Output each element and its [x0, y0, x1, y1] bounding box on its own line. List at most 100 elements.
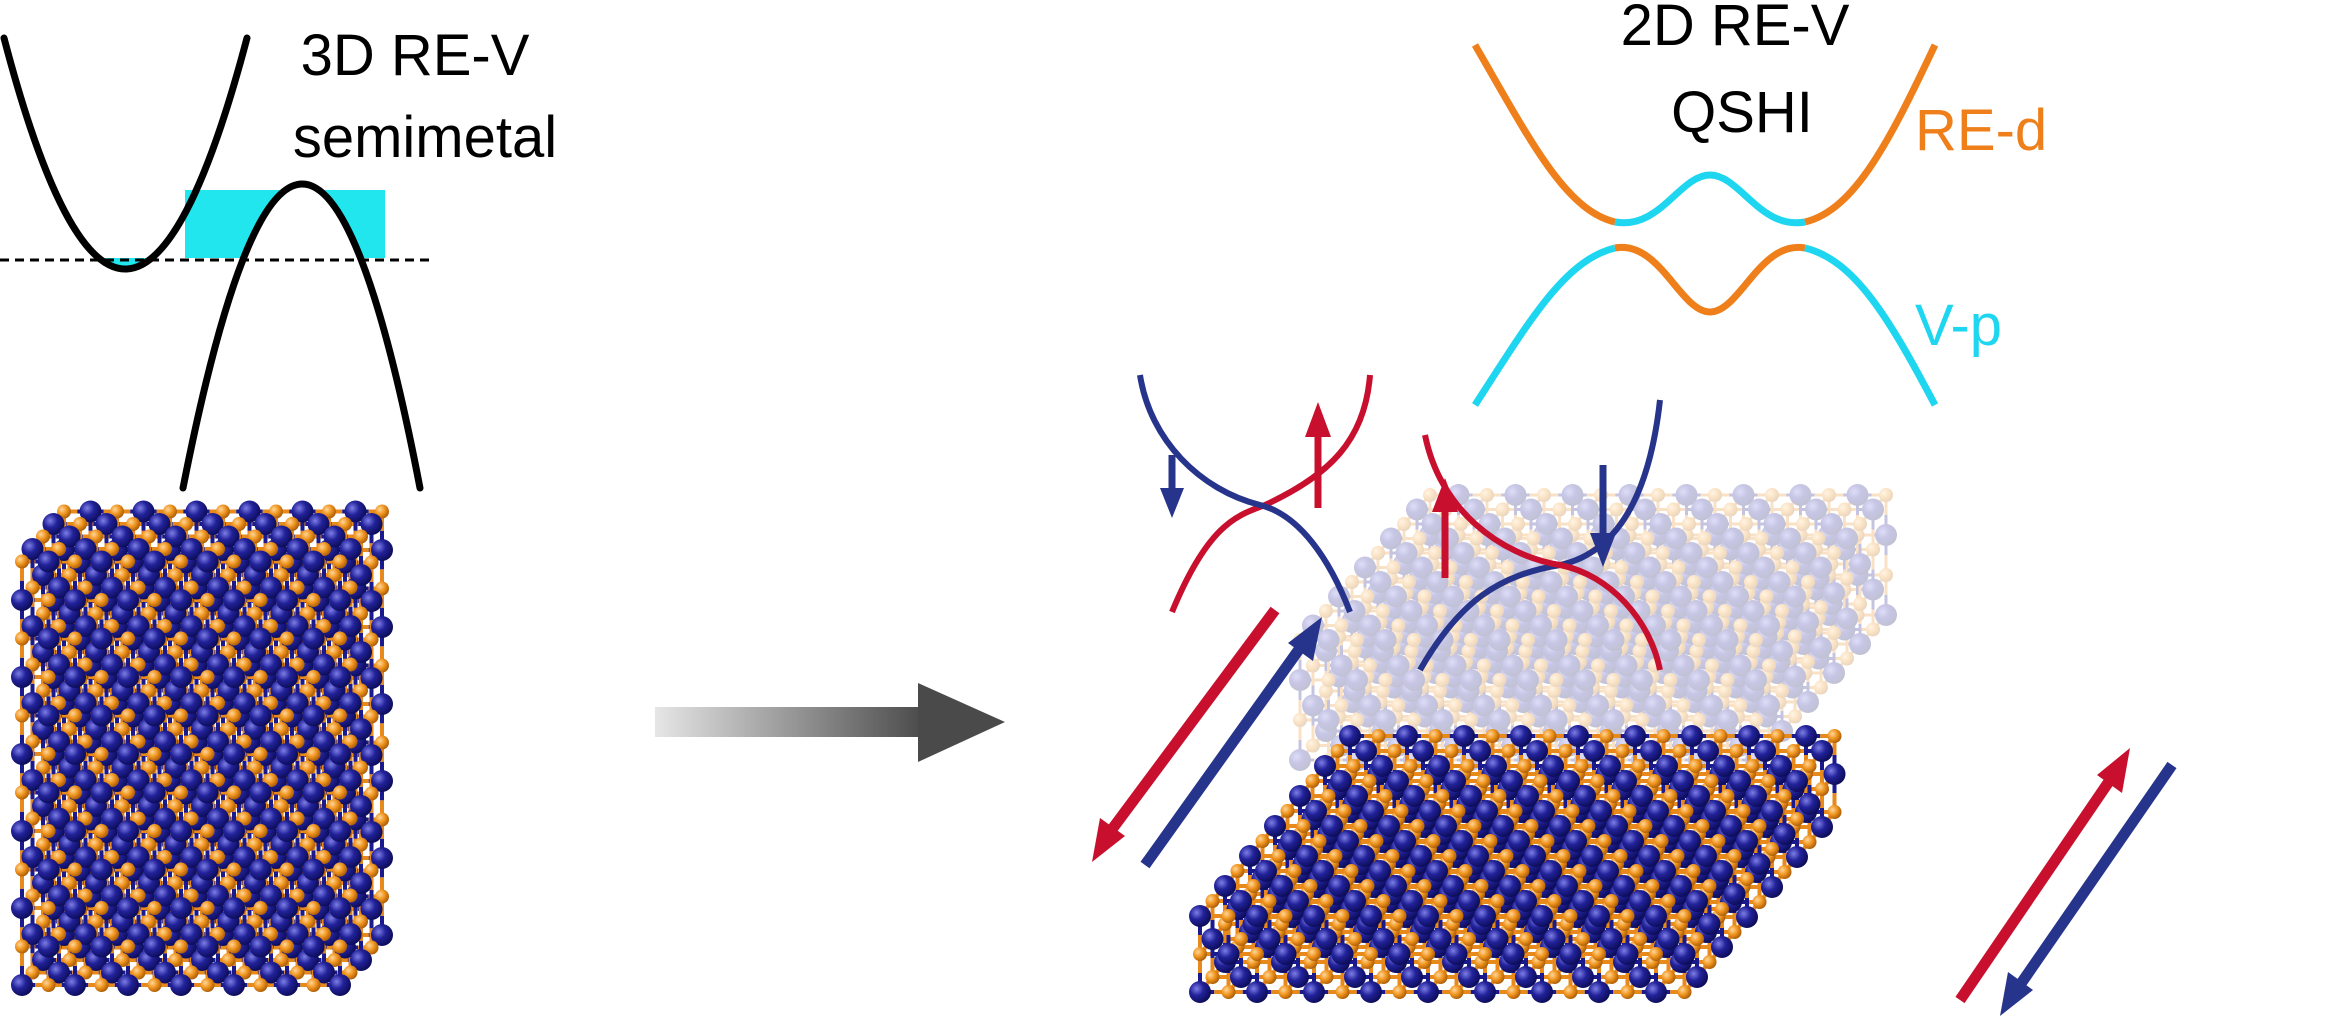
- v-atom: [1488, 709, 1511, 731]
- v-atom: [233, 538, 256, 560]
- re-atom: [105, 927, 119, 941]
- v-atom: [291, 500, 314, 523]
- re-atom: [1688, 759, 1703, 773]
- re-atom: [78, 965, 93, 980]
- re-atom: [25, 965, 40, 980]
- v-atom: [302, 550, 325, 573]
- re-atom: [1574, 759, 1589, 773]
- v-atom: [21, 538, 44, 560]
- v-atom: [1583, 740, 1605, 762]
- re-atom: [1385, 849, 1400, 863]
- v-atom: [1763, 513, 1786, 535]
- re-atom: [1853, 517, 1867, 531]
- v-atom: [196, 550, 219, 573]
- re-atom: [1347, 644, 1362, 658]
- re-atom: [1651, 488, 1665, 502]
- re-atom: [1562, 698, 1577, 713]
- v-atom: [360, 821, 383, 843]
- v-atom: [64, 666, 86, 688]
- v-atom: [1615, 654, 1638, 677]
- re-atom: [200, 593, 215, 607]
- v-atom: [1588, 905, 1610, 927]
- v-atom: [1429, 928, 1452, 950]
- v-atom: [74, 846, 97, 868]
- v-atom: [286, 769, 309, 791]
- v-atom: [1355, 740, 1377, 762]
- re-atom: [158, 542, 172, 556]
- v-atom: [1754, 740, 1776, 762]
- re-atom: [1360, 589, 1375, 604]
- re-atom: [1221, 909, 1236, 923]
- v-atom: [101, 807, 123, 830]
- re-atom: [1588, 879, 1603, 893]
- re-atom: [41, 747, 56, 761]
- v-atom: [1467, 845, 1489, 867]
- re-atom: [1291, 932, 1305, 946]
- re-atom: [1442, 849, 1457, 863]
- v-atom: [1797, 691, 1819, 713]
- v-atom: [1695, 845, 1717, 867]
- v-atom: [1416, 694, 1438, 717]
- re-atom: [62, 722, 77, 736]
- v-atom: [1556, 875, 1578, 897]
- v-atom: [217, 525, 240, 548]
- v-atom: [1526, 740, 1548, 762]
- re-atom: [121, 554, 135, 569]
- v-atom: [127, 846, 150, 868]
- v-atom: [1474, 981, 1496, 1003]
- re-atom: [317, 619, 331, 633]
- re-atom: [89, 529, 103, 544]
- v-atom: [1623, 542, 1646, 564]
- re-atom: [1591, 658, 1605, 673]
- v-atom: [1353, 845, 1375, 867]
- re-atom: [1686, 864, 1701, 878]
- re-atom: [78, 734, 93, 749]
- v-atom: [11, 897, 33, 919]
- v-atom: [117, 974, 139, 996]
- re-atom: [179, 517, 193, 531]
- re-atom: [158, 927, 172, 941]
- re-atom: [327, 645, 342, 659]
- v-atom: [313, 884, 335, 907]
- v-atom: [1748, 853, 1771, 875]
- v-atom: [1271, 875, 1293, 897]
- v-atom: [233, 615, 256, 637]
- v-atom: [207, 576, 229, 599]
- v-atom: [1786, 846, 1808, 868]
- v-atom: [21, 769, 44, 791]
- v-atom: [1784, 585, 1806, 608]
- v-atom: [1753, 556, 1775, 579]
- v-atom: [1445, 943, 1468, 965]
- re-atom: [1537, 488, 1551, 502]
- v-atom: [180, 692, 203, 714]
- v-atom: [1317, 709, 1340, 731]
- v-atom: [1387, 654, 1410, 677]
- re-atom: [1542, 546, 1556, 560]
- v-atom: [249, 627, 272, 650]
- v-atom: [1280, 830, 1302, 852]
- v-atom: [74, 692, 97, 714]
- v-atom: [233, 769, 256, 791]
- v-atom: [1362, 800, 1384, 822]
- v-atom: [302, 858, 325, 881]
- re-atom: [1801, 575, 1815, 589]
- v-atom: [1711, 571, 1734, 593]
- re-atom: [1449, 909, 1464, 923]
- re-atom: [1476, 774, 1491, 788]
- v-atom: [1406, 498, 1428, 521]
- v-atom: [1339, 725, 1361, 747]
- v-atom: [1453, 725, 1475, 747]
- re-atom: [1392, 909, 1407, 923]
- re-atom: [237, 657, 252, 672]
- v-atom: [1230, 890, 1252, 912]
- re-atom: [1293, 713, 1307, 727]
- v-atom: [1645, 981, 1667, 1003]
- v-atom: [180, 538, 203, 560]
- v-atom: [1836, 527, 1858, 550]
- re-atom: [1490, 970, 1505, 984]
- re-atom: [1802, 759, 1817, 773]
- v-atom: [1395, 542, 1418, 564]
- v-atom: [371, 616, 393, 638]
- v-atom: [1616, 943, 1639, 965]
- v-atom: [1723, 883, 1746, 905]
